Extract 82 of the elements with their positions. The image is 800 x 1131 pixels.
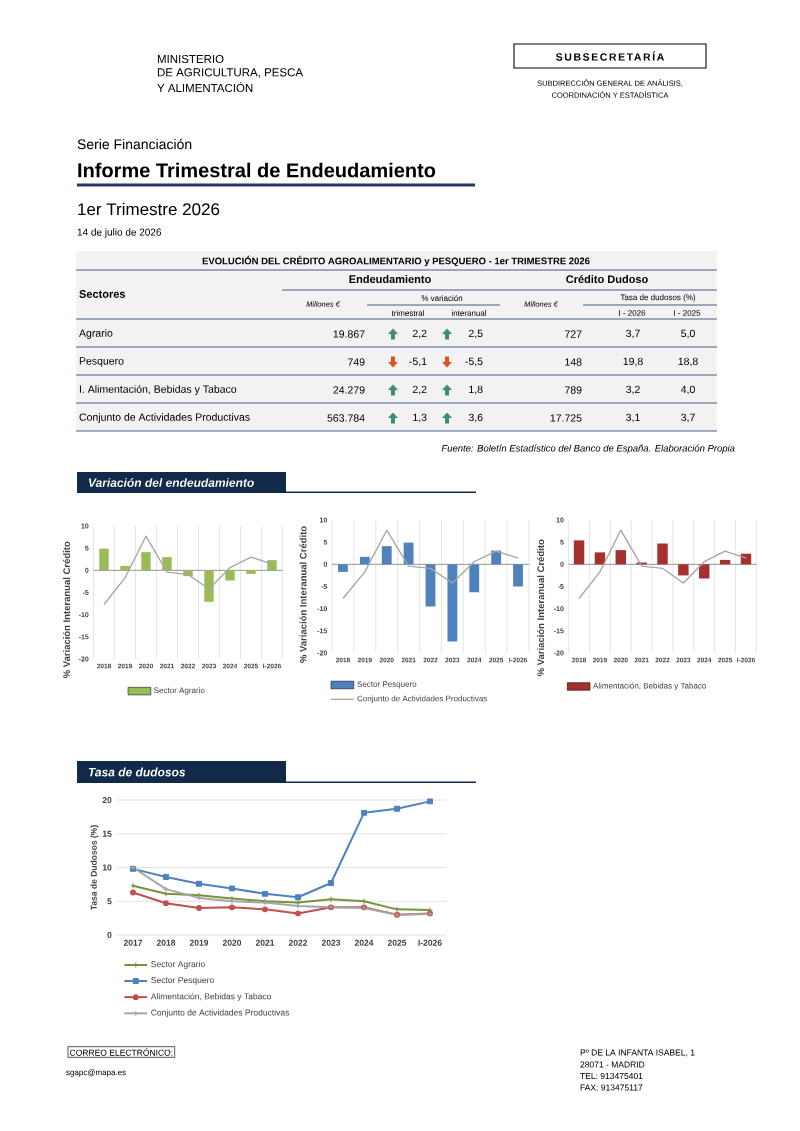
category-label: Agrario bbox=[79, 329, 113, 339]
text: I - 2025 bbox=[674, 310, 701, 316]
text: SUBSECRETARÍA bbox=[555, 51, 665, 61]
text: Sectores bbox=[79, 290, 126, 298]
text: Endeudamiento bbox=[349, 274, 431, 284]
data-label: 19.867 bbox=[333, 330, 365, 338]
data-label: 18,8 bbox=[678, 357, 698, 367]
data-label: 17.725 bbox=[550, 414, 582, 422]
x-tick-label: 2021 bbox=[255, 939, 275, 946]
data-label: 749 bbox=[348, 358, 365, 366]
data-label: 2,5 bbox=[468, 329, 483, 339]
text: Y ALIMENTACIÓN bbox=[157, 81, 253, 93]
data-label: 4,0 bbox=[680, 385, 695, 395]
data-label: 1,3 bbox=[413, 413, 427, 423]
x-tick-label: 2018 bbox=[156, 939, 176, 946]
legend-label: Sector Agrario bbox=[154, 687, 205, 695]
category-label: Pesquero bbox=[79, 357, 124, 367]
x-tick-label: 2022 bbox=[288, 939, 308, 946]
data-label: 3,2 bbox=[626, 385, 640, 395]
text: 14 de julio de 2026 bbox=[77, 228, 162, 238]
data-label: 5,0 bbox=[681, 329, 695, 339]
x-tick-label: 2020 bbox=[222, 939, 242, 946]
x-tick-label: 2025 bbox=[387, 939, 407, 946]
data-label: 24.279 bbox=[333, 386, 365, 394]
text: interanual bbox=[451, 310, 487, 316]
legend-label: Sector Pesquero bbox=[151, 977, 214, 985]
legend-label: Sector Agrario bbox=[151, 960, 205, 969]
text: trimestral bbox=[391, 310, 424, 316]
data-label: 2,2 bbox=[412, 329, 427, 339]
chart-title: Variación del endeudamiento bbox=[89, 478, 254, 487]
category-label: I. Alimentación, Bebidas y Tabaco bbox=[79, 385, 237, 395]
text: Crédito Dudoso bbox=[566, 274, 648, 284]
text: 1er Trimestre 2026 bbox=[78, 202, 220, 216]
text: MINISTERIO bbox=[157, 54, 224, 64]
text: EVOLUCIÓN DEL CRÉDITO AGROALIMENTARIO y PESQUERO - 1er TRIMESTRE 2026 bbox=[202, 255, 590, 267]
text: 28071 - MADRID bbox=[580, 1061, 645, 1068]
x-tick-label: 2017 bbox=[123, 939, 143, 946]
legend-label: Conjunto de Actividades Productivas bbox=[151, 1009, 290, 1018]
y-tick-label: 5 bbox=[107, 898, 112, 905]
data-label: 3,1 bbox=[626, 413, 640, 423]
text: Tasa de dudosos (%) bbox=[620, 294, 696, 302]
data-label: 3,6 bbox=[468, 413, 483, 423]
legend-label: Sector Pesquero bbox=[357, 681, 417, 689]
y-axis-title: Tasa de Dudosos (%) bbox=[90, 825, 99, 911]
x-tick-label: 2019 bbox=[189, 939, 209, 946]
data-label: 1,8 bbox=[469, 385, 483, 395]
legend-label: Alimentación, Bebidas y Tabaco bbox=[592, 682, 707, 691]
y-tick-label: 0 bbox=[107, 932, 112, 939]
legend-label: Alimentación, Bebidas y Tabaco bbox=[150, 992, 272, 1002]
text: Serie Financiación bbox=[77, 138, 192, 150]
y-tick-label: 20 bbox=[102, 797, 112, 804]
text: TEL: 913475401 bbox=[580, 1073, 643, 1080]
y-tick-label: 10 bbox=[102, 864, 112, 871]
chart-title: Tasa de dudosos bbox=[88, 767, 186, 777]
y-axis-title: % Variación Interanual Crédito bbox=[299, 526, 307, 663]
legend-label: Conjunto de Actividades Productivas bbox=[357, 695, 488, 703]
text: Informe Trimestral de Endeudamiento bbox=[78, 162, 436, 178]
category-label: Conjunto de Actividades Productivas bbox=[79, 413, 250, 423]
data-label: 3,7 bbox=[626, 329, 640, 339]
x-tick-label: 2023 bbox=[321, 939, 341, 946]
data-label: 563.784 bbox=[327, 414, 365, 422]
y-tick-label: 15 bbox=[102, 830, 112, 837]
text: CORREO ELECTRÓNICO: bbox=[70, 1048, 173, 1056]
data-label: 148 bbox=[565, 358, 582, 366]
text: % variación bbox=[421, 295, 463, 301]
data-label: -5,1 bbox=[409, 357, 427, 367]
x-tick-label: 2024 bbox=[354, 939, 374, 946]
text: I - 2026 bbox=[619, 310, 646, 316]
data-label: 2,2 bbox=[412, 385, 427, 395]
text: DE AGRICULTURA, PESCA bbox=[157, 68, 304, 78]
y-axis-title: % Variación Interanual Crédito bbox=[62, 541, 71, 679]
y-axis-title: % Variación Interanual Crédito bbox=[537, 539, 545, 677]
data-label: 19,8 bbox=[623, 357, 643, 367]
text: sgapc@mapa.es bbox=[66, 1069, 126, 1077]
data-label: 3,7 bbox=[681, 413, 695, 423]
text: Pº DE LA INFANTA ISABEL, 1 bbox=[580, 1049, 695, 1057]
data-label: -5,5 bbox=[465, 357, 483, 367]
source-note: Fuente: Boletín Estadístico del Banco de España. Elaboración Propia bbox=[441, 444, 735, 454]
text: FAX: 913475117 bbox=[580, 1084, 643, 1091]
data-label: 789 bbox=[565, 386, 582, 394]
x-tick-label: I-2026 bbox=[418, 939, 442, 946]
data-label: 727 bbox=[565, 330, 582, 338]
